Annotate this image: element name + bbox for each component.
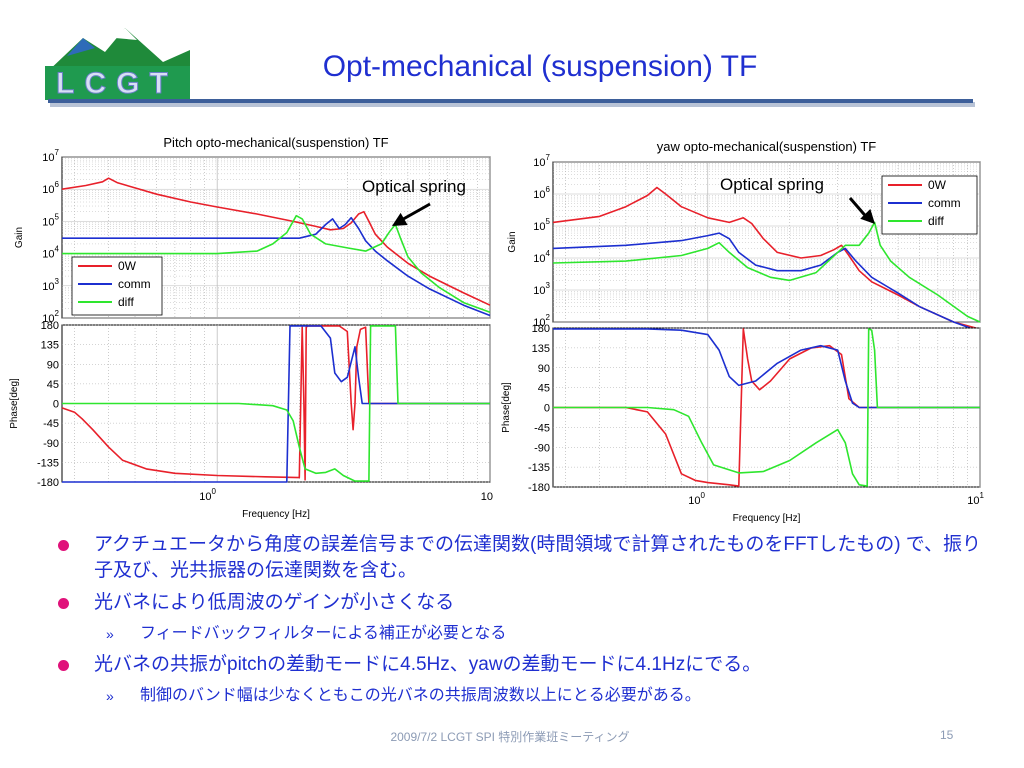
gain-axis-label: Gain — [14, 227, 25, 248]
x-tick-label: 101 — [967, 491, 984, 507]
phase-tick-label: 135 — [532, 343, 550, 355]
gain-series-comm — [62, 216, 491, 317]
phase-tick-label: -135 — [528, 462, 550, 474]
bullet-3-text: 光バネの共振がpitchの差動モードに4.5Hz、yawの差動モードに4.1Hz… — [94, 654, 762, 675]
legend-label-comm: comm — [118, 277, 151, 291]
x-tick-label: 100 — [688, 491, 705, 507]
sub-bullet-marker-icon: » — [106, 688, 114, 704]
annotation-arrow-head — [392, 212, 408, 226]
optical-spring-annotation: Optical spring — [362, 177, 466, 196]
bullet-3: 光バネの共振がpitchの差動モードに4.5Hz、yawの差動モードに4.1Hz… — [58, 652, 988, 678]
sub-bullet-marker-icon: » — [106, 626, 114, 642]
gain-tick-label: 102 — [533, 313, 550, 329]
x-axis-label: Frequency [Hz] — [733, 513, 801, 524]
title-rule-shadow — [50, 102, 975, 107]
bullet-dot-icon — [58, 660, 69, 671]
legend-label-0W: 0W — [928, 178, 947, 192]
bullet-dot-icon — [58, 540, 69, 551]
x-tick-label: 100 — [199, 487, 216, 503]
phase-series-comm — [553, 328, 980, 409]
sub-bullet-2-1: » フィードバックフィルターによる補正が必要となる — [58, 622, 988, 646]
phase-tick-label: -135 — [37, 457, 59, 469]
legend-label-diff: diff — [118, 295, 134, 309]
phase-series-comm — [62, 325, 490, 483]
phase-axis-label: Phase[deg] — [9, 378, 20, 429]
gain-series-comm — [552, 232, 981, 333]
gain-tick-label: 105 — [533, 217, 550, 233]
bullet-2-text: 光バネにより低周波のゲインが小さくなる — [94, 592, 455, 613]
slide-title: Opt-mechanical (suspension) TF — [322, 50, 758, 83]
gain-series-diff — [62, 214, 491, 314]
footer-text: 2009/7/2 LCGT SPI 特別作業班ミーティング — [390, 730, 630, 744]
phase-tick-label: -180 — [37, 477, 59, 489]
phase-series-diff — [553, 328, 980, 487]
x-tick-label: 10 — [481, 491, 493, 503]
phase-tick-label: 0 — [544, 403, 550, 415]
gain-tick-label: 107 — [42, 148, 59, 164]
gain-series-diff — [552, 221, 981, 323]
phase-series-0W — [61, 325, 490, 481]
sub-bullet-3-1-text: 制御のバンド幅は少なくともこの光バネの共振周波数以上にとる必要がある。 — [140, 687, 701, 704]
phase-tick-label: 90 — [538, 363, 550, 375]
legend-label-0W: 0W — [118, 259, 137, 273]
sub-bullet-2-1-text: フィードバックフィルターによる補正が必要となる — [140, 625, 507, 642]
bullet-list: アクチュエータから角度の誤差信号までの伝達関数(時間領域で計算されたものをFFT… — [58, 532, 988, 714]
gain-tick-label: 107 — [533, 153, 550, 169]
lcgt-logo: LCGT — [45, 28, 190, 100]
x-axis-label: Frequency [Hz] — [242, 509, 310, 520]
legend-label-comm: comm — [928, 196, 961, 210]
gain-tick-label: 103 — [533, 281, 550, 297]
gain-tick-label: 106 — [42, 180, 59, 196]
chart-title: Pitch opto-mechanical(suspenstion) TF — [163, 135, 388, 150]
title-rule — [48, 99, 973, 103]
gain-tick-label: 106 — [533, 185, 550, 201]
sub-bullet-3-1: » 制御のバンド幅は少なくともこの光バネの共振周波数以上にとる必要がある。 — [58, 684, 988, 708]
gain-axis-label: Gain — [507, 231, 518, 252]
legend-label-diff: diff — [928, 214, 944, 228]
phase-tick-label: 45 — [538, 383, 550, 395]
phase-tick-label: 90 — [47, 359, 59, 371]
phase-tick-label: 180 — [41, 320, 59, 332]
phase-tick-label: 0 — [53, 399, 59, 411]
bullet-1-text: アクチュエータから角度の誤差信号までの伝達関数(時間領域で計算されたものをFFT… — [94, 534, 982, 581]
chart-title: yaw opto-mechanical(suspenstion) TF — [657, 139, 876, 154]
page-number: 15 — [940, 728, 954, 742]
logo-text: LCGT — [56, 67, 178, 100]
phase-tick-label: 180 — [532, 323, 550, 335]
phase-tick-label: 135 — [41, 340, 59, 352]
phase-tick-label: -90 — [43, 438, 59, 450]
phase-series-diff — [62, 325, 490, 482]
phase-axis-label: Phase[deg] — [501, 382, 512, 433]
phase-tick-label: -45 — [43, 418, 59, 430]
phase-tick-label: -45 — [534, 422, 550, 434]
gain-tick-label: 104 — [533, 249, 550, 265]
bullet-dot-icon — [58, 598, 69, 609]
bullet-2: 光バネにより低周波のゲインが小さくなる — [58, 590, 988, 616]
phase-tick-label: 45 — [47, 379, 59, 391]
phase-tick-label: -180 — [528, 482, 550, 494]
gain-series-0W — [552, 186, 981, 330]
gain-tick-label: 105 — [42, 212, 59, 228]
gain-tick-label: 102 — [42, 309, 59, 325]
optical-spring-annotation: Optical spring — [720, 175, 824, 194]
bullet-1: アクチュエータから角度の誤差信号までの伝達関数(時間領域で計算されたものをFFT… — [58, 532, 988, 584]
phase-tick-label: -90 — [534, 442, 550, 454]
pitch-chart: Pitch opto-mechanical(suspenstion) TF 102… — [9, 135, 985, 524]
gain-tick-label: 103 — [42, 277, 59, 293]
annotation-arrow-head — [860, 209, 875, 224]
gain-tick-label: 104 — [42, 245, 59, 261]
